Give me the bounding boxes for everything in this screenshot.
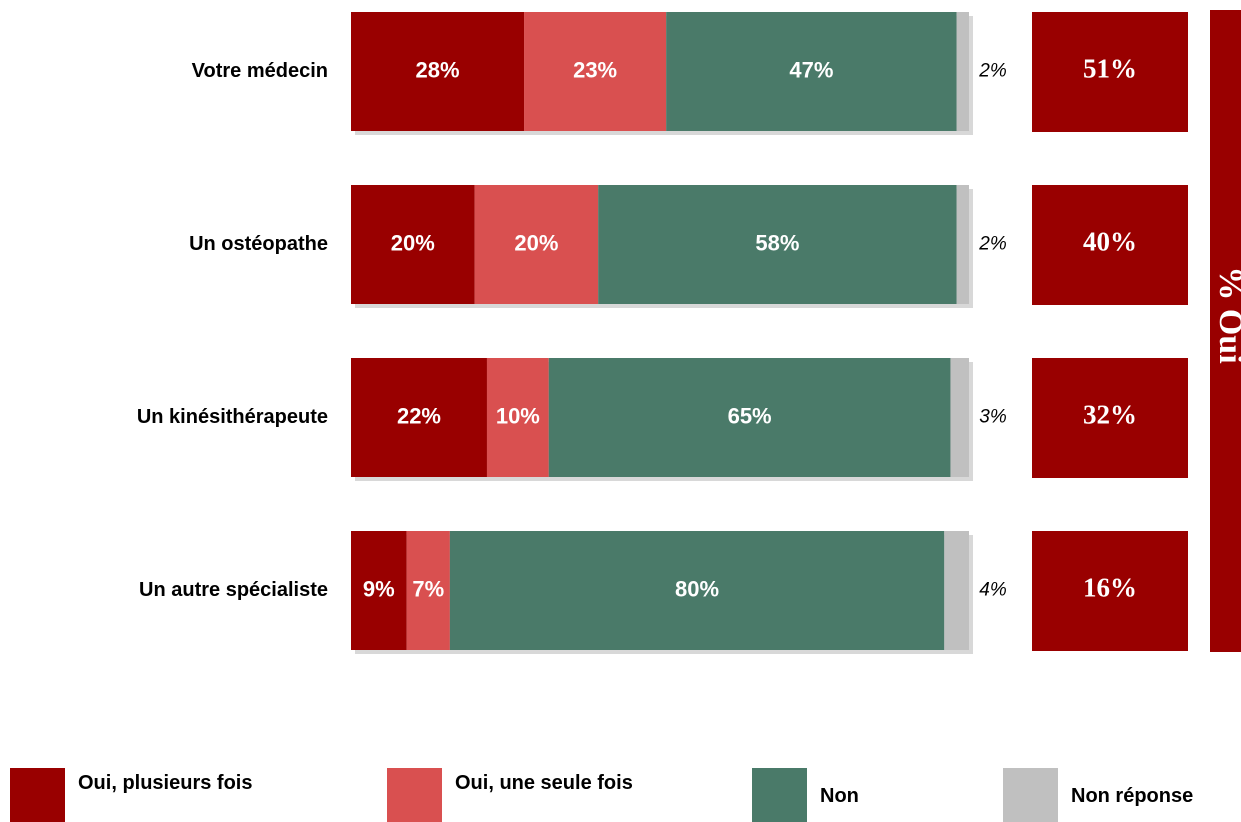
category-label: Un ostéopathe: [189, 233, 328, 255]
value-label: 58%: [755, 230, 799, 255]
category-label: Un autre spécialiste: [139, 579, 328, 601]
legend-swatch: [387, 768, 442, 822]
value-label: 3%: [979, 407, 1007, 428]
oui-total-box: [1032, 185, 1188, 305]
value-label: 80%: [675, 576, 719, 601]
legend-label: Non réponse: [1071, 785, 1194, 807]
value-label: 9%: [363, 576, 395, 601]
legend-label: Oui, plusieurs fois: [78, 772, 253, 794]
bar-segment: [406, 531, 450, 650]
value-label: 65%: [728, 403, 772, 428]
bar-segment: [548, 358, 951, 477]
value-label: 4%: [979, 580, 1007, 601]
bar-segment: [351, 358, 487, 477]
value-label: 2%: [978, 61, 1007, 82]
value-label: 47%: [789, 57, 833, 82]
bar-segment: [351, 531, 407, 650]
value-label: 20%: [391, 230, 435, 255]
bar-segment: [351, 12, 525, 131]
category-label: Un kinésithérapeute: [137, 406, 328, 428]
oui-total-label: 32%: [1083, 400, 1137, 430]
value-label: 10%: [496, 403, 540, 428]
bar-segment: [524, 12, 667, 131]
bar-segment: [666, 12, 957, 131]
bar-segment: [449, 531, 945, 650]
bar-segment: [598, 185, 957, 304]
bar-segment: [486, 358, 549, 477]
value-label: 7%: [412, 576, 444, 601]
oui-band-label: % Oui: [1212, 266, 1241, 363]
bar-segment: [956, 12, 969, 131]
legend-swatch: [1003, 768, 1058, 822]
oui-total-box: [1032, 358, 1188, 478]
value-label: 23%: [573, 57, 617, 82]
value-label: 20%: [514, 230, 558, 255]
value-label: 2%: [978, 234, 1007, 255]
legend-label: Non: [820, 785, 859, 807]
bar-segment: [956, 185, 969, 304]
legend-swatch: [10, 768, 65, 822]
bar-segment: [950, 358, 969, 477]
oui-total-label: 51%: [1083, 54, 1137, 84]
value-label: 28%: [415, 57, 459, 82]
oui-total-label: 16%: [1083, 573, 1137, 603]
oui-total-label: 40%: [1083, 227, 1137, 257]
value-label: 22%: [397, 403, 441, 428]
legend-label: Oui, une seule fois: [455, 772, 633, 794]
bar-segment: [351, 185, 475, 304]
legend-swatch: [752, 768, 807, 822]
category-label: Votre médecin: [192, 60, 328, 82]
bar-segment: [944, 531, 969, 650]
oui-total-box: [1032, 12, 1188, 132]
bar-segment: [474, 185, 599, 304]
oui-band: [1210, 10, 1241, 652]
oui-total-box: [1032, 531, 1188, 651]
